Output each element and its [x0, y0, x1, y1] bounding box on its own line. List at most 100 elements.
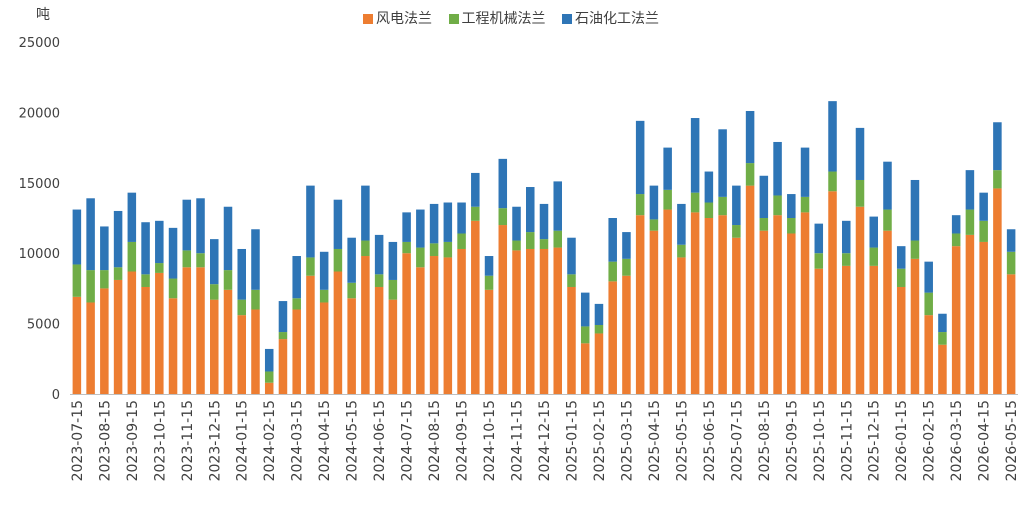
x-tick-label: 2023-08-15 — [97, 400, 113, 481]
bar-segment-series-0 — [168, 298, 178, 394]
bar-segment-series-0 — [677, 257, 686, 394]
bar-segment-series-2 — [951, 215, 961, 234]
bar-segment-series-0 — [113, 279, 123, 394]
bar-segment-series-0 — [196, 267, 205, 394]
bar-segment-series-1 — [608, 261, 617, 282]
bar-segment-series-1 — [1006, 251, 1016, 275]
bar-segment-series-2 — [690, 118, 700, 193]
bar-segment-series-2 — [814, 223, 824, 254]
bar-segment-series-2 — [594, 303, 604, 326]
bar-segment-series-1 — [306, 257, 315, 276]
bar-segment-series-2 — [292, 256, 301, 299]
x-tick-label: 2024-06-15 — [372, 400, 388, 481]
bar-segment-series-1 — [718, 196, 727, 216]
bar-segment-series-2 — [237, 248, 246, 300]
bar-segment-series-2 — [429, 203, 439, 244]
bar-segment-series-1 — [745, 163, 755, 186]
bar-segment-series-0 — [127, 271, 137, 394]
y-tick-label: 25000 — [19, 36, 60, 51]
bar-segment-series-1 — [278, 332, 288, 340]
bar-segment-series-0 — [471, 220, 480, 394]
bar-segment-series-2 — [361, 185, 370, 241]
bar-segment-series-0 — [787, 233, 796, 394]
bar-segment-series-2 — [416, 209, 425, 248]
bar-segment-series-0 — [814, 268, 824, 394]
bar-segment-series-0 — [869, 265, 878, 394]
bar-segment-series-0 — [993, 188, 1002, 394]
bar-segment-series-1 — [828, 171, 837, 192]
x-tick-label: 2025-04-15 — [647, 400, 663, 481]
x-tick-label: 2025-11-15 — [839, 400, 855, 481]
bar-segment-series-0 — [567, 286, 576, 394]
bar-segment-series-0 — [319, 302, 329, 394]
legend-label-wind: 风电法兰 — [376, 11, 433, 27]
bar-segment-series-2 — [787, 194, 796, 218]
x-tick-label: 2024-08-15 — [427, 400, 443, 481]
bar-segment-series-1 — [938, 332, 947, 345]
bar-segment-series-2 — [526, 187, 535, 233]
bar-segment-series-0 — [773, 215, 782, 394]
x-tick-label: 2023-10-15 — [152, 400, 168, 481]
bar-segment-series-2 — [965, 170, 975, 210]
bar-segment-series-0 — [608, 281, 617, 394]
bar-segment-series-1 — [896, 268, 906, 287]
x-tick-label: 2026-01-15 — [894, 400, 910, 481]
bar-segment-series-1 — [965, 209, 975, 235]
bar-segment-series-1 — [800, 196, 810, 213]
bar-segment-series-1 — [210, 284, 219, 300]
x-tick-label: 2024-02-15 — [262, 400, 278, 481]
bar-segment-series-1 — [182, 250, 192, 268]
bar-segment-series-2 — [223, 206, 233, 271]
bar-segment-series-2 — [635, 120, 645, 195]
bar-segment-series-2 — [498, 158, 508, 209]
bar-segment-series-1 — [814, 253, 824, 269]
bar-segment-series-0 — [951, 246, 961, 394]
bar-segment-series-1 — [429, 243, 439, 257]
x-tick-label: 2026-03-15 — [949, 400, 965, 481]
x-tick-label: 2024-04-15 — [317, 400, 333, 481]
bar-segment-series-2 — [745, 110, 755, 164]
bar-segment-series-2 — [306, 185, 315, 258]
bar-segment-series-1 — [141, 274, 150, 287]
bar-segment-series-0 — [210, 299, 219, 394]
bar-segment-series-1 — [553, 230, 562, 248]
bar-segment-series-0 — [237, 315, 246, 394]
bar-segment-series-1 — [319, 289, 329, 303]
x-tick-label: 2026-04-15 — [977, 400, 993, 481]
bar-segment-series-1 — [127, 241, 137, 272]
bar-segment-series-0 — [635, 215, 645, 394]
bar-segment-series-2 — [883, 161, 892, 210]
x-tick-label: 2025-02-15 — [592, 400, 608, 481]
bar-segment-series-2 — [553, 181, 562, 231]
bar-segment-series-2 — [993, 122, 1002, 171]
bar-segment-series-0 — [402, 253, 411, 394]
legend-swatch-petrochemical — [561, 14, 572, 24]
bar-segment-series-0 — [223, 289, 233, 394]
bar-segment-series-1 — [416, 247, 425, 268]
bar-segment-series-2 — [567, 237, 576, 275]
legend-item-wind: 风电法兰 — [363, 8, 432, 28]
x-tick-label: 2024-09-15 — [455, 400, 471, 481]
bar-segment-series-0 — [457, 248, 466, 394]
bar-segment-series-2 — [869, 216, 878, 248]
bar-segment-series-1 — [649, 219, 659, 231]
bar-segment-series-0 — [292, 309, 301, 394]
x-tick-label: 2023-11-15 — [180, 400, 196, 481]
bar-segment-series-1 — [993, 170, 1002, 189]
bar-segment-series-0 — [306, 275, 315, 394]
bar-segment-series-0 — [264, 382, 274, 394]
y-tick-label: 10000 — [19, 247, 60, 262]
bar-segment-series-0 — [732, 237, 741, 394]
bar-segment-series-1 — [237, 299, 246, 316]
bar-segment-series-1 — [484, 275, 494, 290]
bar-segment-series-2 — [484, 256, 494, 276]
bar-segment-series-2 — [800, 147, 810, 197]
y-tick-label: 20000 — [19, 106, 60, 121]
bar-segment-series-0 — [800, 212, 810, 394]
bar-segment-series-2 — [580, 292, 590, 327]
bar-segment-series-0 — [526, 248, 535, 394]
x-tick-label: 2023-07-15 — [70, 400, 86, 481]
bar-segment-series-2 — [896, 246, 906, 269]
y-tick-label: 15000 — [19, 177, 60, 192]
